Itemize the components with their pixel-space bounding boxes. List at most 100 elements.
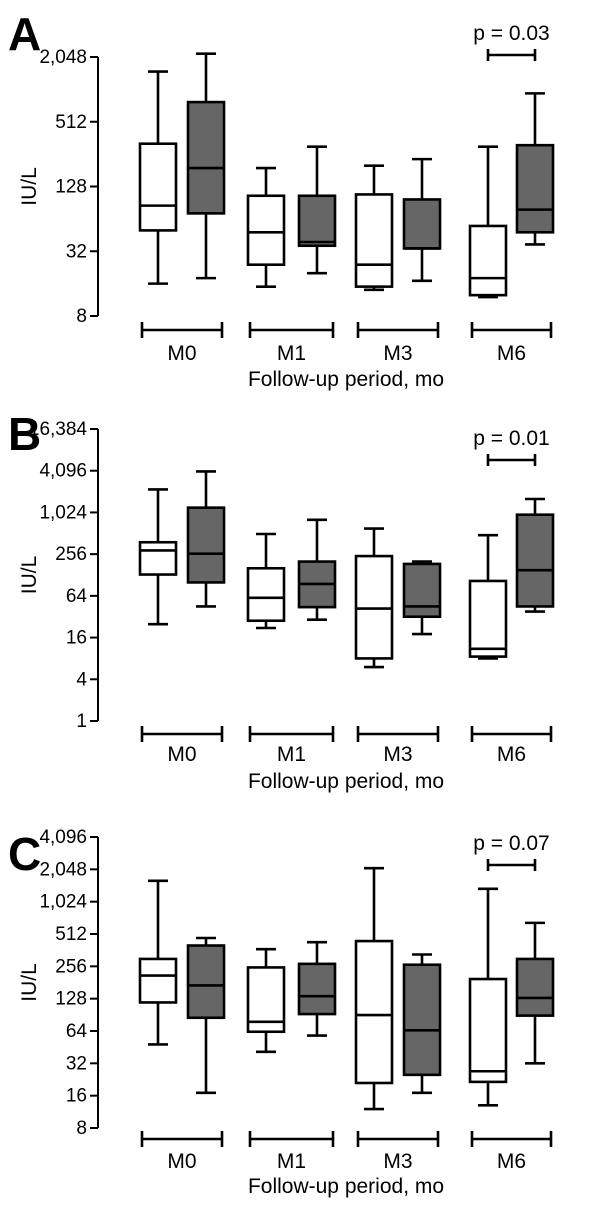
box-m3-group-gray <box>402 953 442 1095</box>
significance-annotation: p = 0.03 <box>473 22 550 61</box>
box-m3-group-gray <box>402 157 442 283</box>
x-category-label: M0 <box>167 342 196 365</box>
x-category-label: M1 <box>277 743 306 766</box>
y-tick-label: 512 <box>55 924 87 945</box>
y-tick-label: 8 <box>76 1118 87 1139</box>
x-category-label: M6 <box>497 743 526 766</box>
x-category-label: M6 <box>497 1150 526 1173</box>
y-tick-label: 8 <box>76 306 87 327</box>
box-m0-group-gray <box>186 470 226 608</box>
p-value-label: p = 0.01 <box>473 427 549 450</box>
iqr-box <box>468 224 508 297</box>
p-value-label: p = 0.03 <box>473 22 549 45</box>
iqr-box <box>186 944 226 1020</box>
category-bracket-m6 <box>470 726 553 742</box>
y-tick-label: 128 <box>55 177 87 198</box>
box-m6-group-white <box>468 145 508 299</box>
significance-annotation: p = 0.01 <box>473 427 550 466</box>
box-m6-group-white <box>468 887 508 1107</box>
y-tick-label: 1,024 <box>39 502 87 523</box>
iqr-box <box>297 962 337 1016</box>
y-axis-label: IU/L <box>18 167 41 206</box>
panel-letter: C <box>8 828 41 880</box>
iqr-box <box>246 194 286 266</box>
box-m6-group-gray <box>515 92 555 246</box>
x-category-label: M1 <box>277 342 306 365</box>
box-m0-group-white <box>138 488 178 626</box>
y-tick-label: 256 <box>55 956 87 977</box>
iqr-box <box>468 977 508 1084</box>
y-tick-label: 16 <box>66 628 87 649</box>
y-tick-label: 2,048 <box>39 859 87 880</box>
box-m6-group-gray <box>515 921 555 1065</box>
y-tick-label: 256 <box>55 544 87 565</box>
iqr-box <box>402 562 442 619</box>
category-bracket-m0 <box>140 1131 224 1147</box>
panel-letter: B <box>8 408 41 460</box>
iqr-box <box>138 142 178 232</box>
y-tick-label: 1,024 <box>39 892 87 913</box>
y-tick-label: 2,048 <box>39 47 87 68</box>
y-tick-label: 128 <box>55 989 87 1010</box>
p-value-label: p = 0.07 <box>473 832 549 855</box>
box-m1-group-white <box>246 166 286 288</box>
y-axis-label: IU/L <box>18 963 41 1002</box>
y-tick-label: 32 <box>66 241 87 262</box>
y-tick-label: 16 <box>66 1086 87 1107</box>
box-m3-group-white <box>354 164 394 292</box>
y-axis-label: IU/L <box>18 556 41 595</box>
panel-letter: A <box>8 8 41 60</box>
box-m6-group-gray <box>515 497 555 613</box>
box-m3-group-white <box>354 527 394 669</box>
category-bracket-m3 <box>356 726 440 742</box>
y-tick-label: 4,096 <box>39 827 87 848</box>
y-tick-label: 16,384 <box>29 419 88 440</box>
iqr-box <box>515 957 555 1017</box>
iqr-box <box>515 143 555 234</box>
x-category-label: M3 <box>383 1150 412 1173</box>
iqr-box <box>138 957 178 1004</box>
x-category-label: M6 <box>497 342 526 365</box>
category-bracket-m0 <box>140 322 224 338</box>
box-m0-group-gray <box>186 52 226 280</box>
category-bracket-m1 <box>248 726 335 742</box>
box-m0-group-gray <box>186 936 226 1095</box>
x-category-label: M1 <box>277 1150 306 1173</box>
significance-annotation: p = 0.07 <box>473 832 550 871</box>
x-category-label: M3 <box>383 342 412 365</box>
category-bracket-m6 <box>470 322 553 338</box>
x-axis-label: Follow-up period, mo <box>248 368 444 391</box>
box-m0-group-white <box>138 70 178 285</box>
iqr-box <box>402 963 442 1077</box>
x-category-label: M0 <box>167 1150 196 1173</box>
box-m0-group-white <box>138 879 178 1046</box>
box-m1-group-white <box>246 947 286 1054</box>
iqr-box <box>138 540 178 576</box>
panel-c: C 8 16 32 64 128 256 512 1,024 2,048 4,096 IU/L M0 M1… <box>8 827 555 1198</box>
box-m1-group-gray <box>297 518 337 621</box>
y-tick-label: 64 <box>66 1021 88 1042</box>
category-bracket-m1 <box>248 1131 335 1147</box>
iqr-box <box>468 579 508 658</box>
category-bracket-m3 <box>356 1131 440 1147</box>
panel-b: B 1 4 16 64 256 1,024 4,096 16,384 IU/L M0 M1 M3 M6 Fo… <box>8 408 555 793</box>
panel-a: A 8 32 128 512 2,048 IU/L M0 M1 M3 M6 Follow-up per… <box>8 8 555 391</box>
category-bracket-m3 <box>356 322 440 338</box>
y-tick-label: 64 <box>66 586 88 607</box>
box-m1-group-white <box>246 532 286 630</box>
iqr-box <box>246 566 286 623</box>
category-bracket-m1 <box>248 322 335 338</box>
y-tick-label: 4 <box>76 669 87 690</box>
x-category-label: M0 <box>167 743 196 766</box>
box-m1-group-gray <box>297 145 337 275</box>
box-m6-group-white <box>468 533 508 660</box>
iqr-box <box>297 194 337 248</box>
iqr-box <box>515 513 555 608</box>
iqr-box <box>186 100 226 215</box>
x-category-label: M3 <box>383 743 412 766</box>
category-bracket-m6 <box>470 1131 553 1147</box>
box-m3-group-gray <box>402 560 442 636</box>
y-tick-label: 1 <box>76 711 87 732</box>
y-tick-label: 512 <box>55 112 87 133</box>
iqr-box <box>354 939 394 1085</box>
